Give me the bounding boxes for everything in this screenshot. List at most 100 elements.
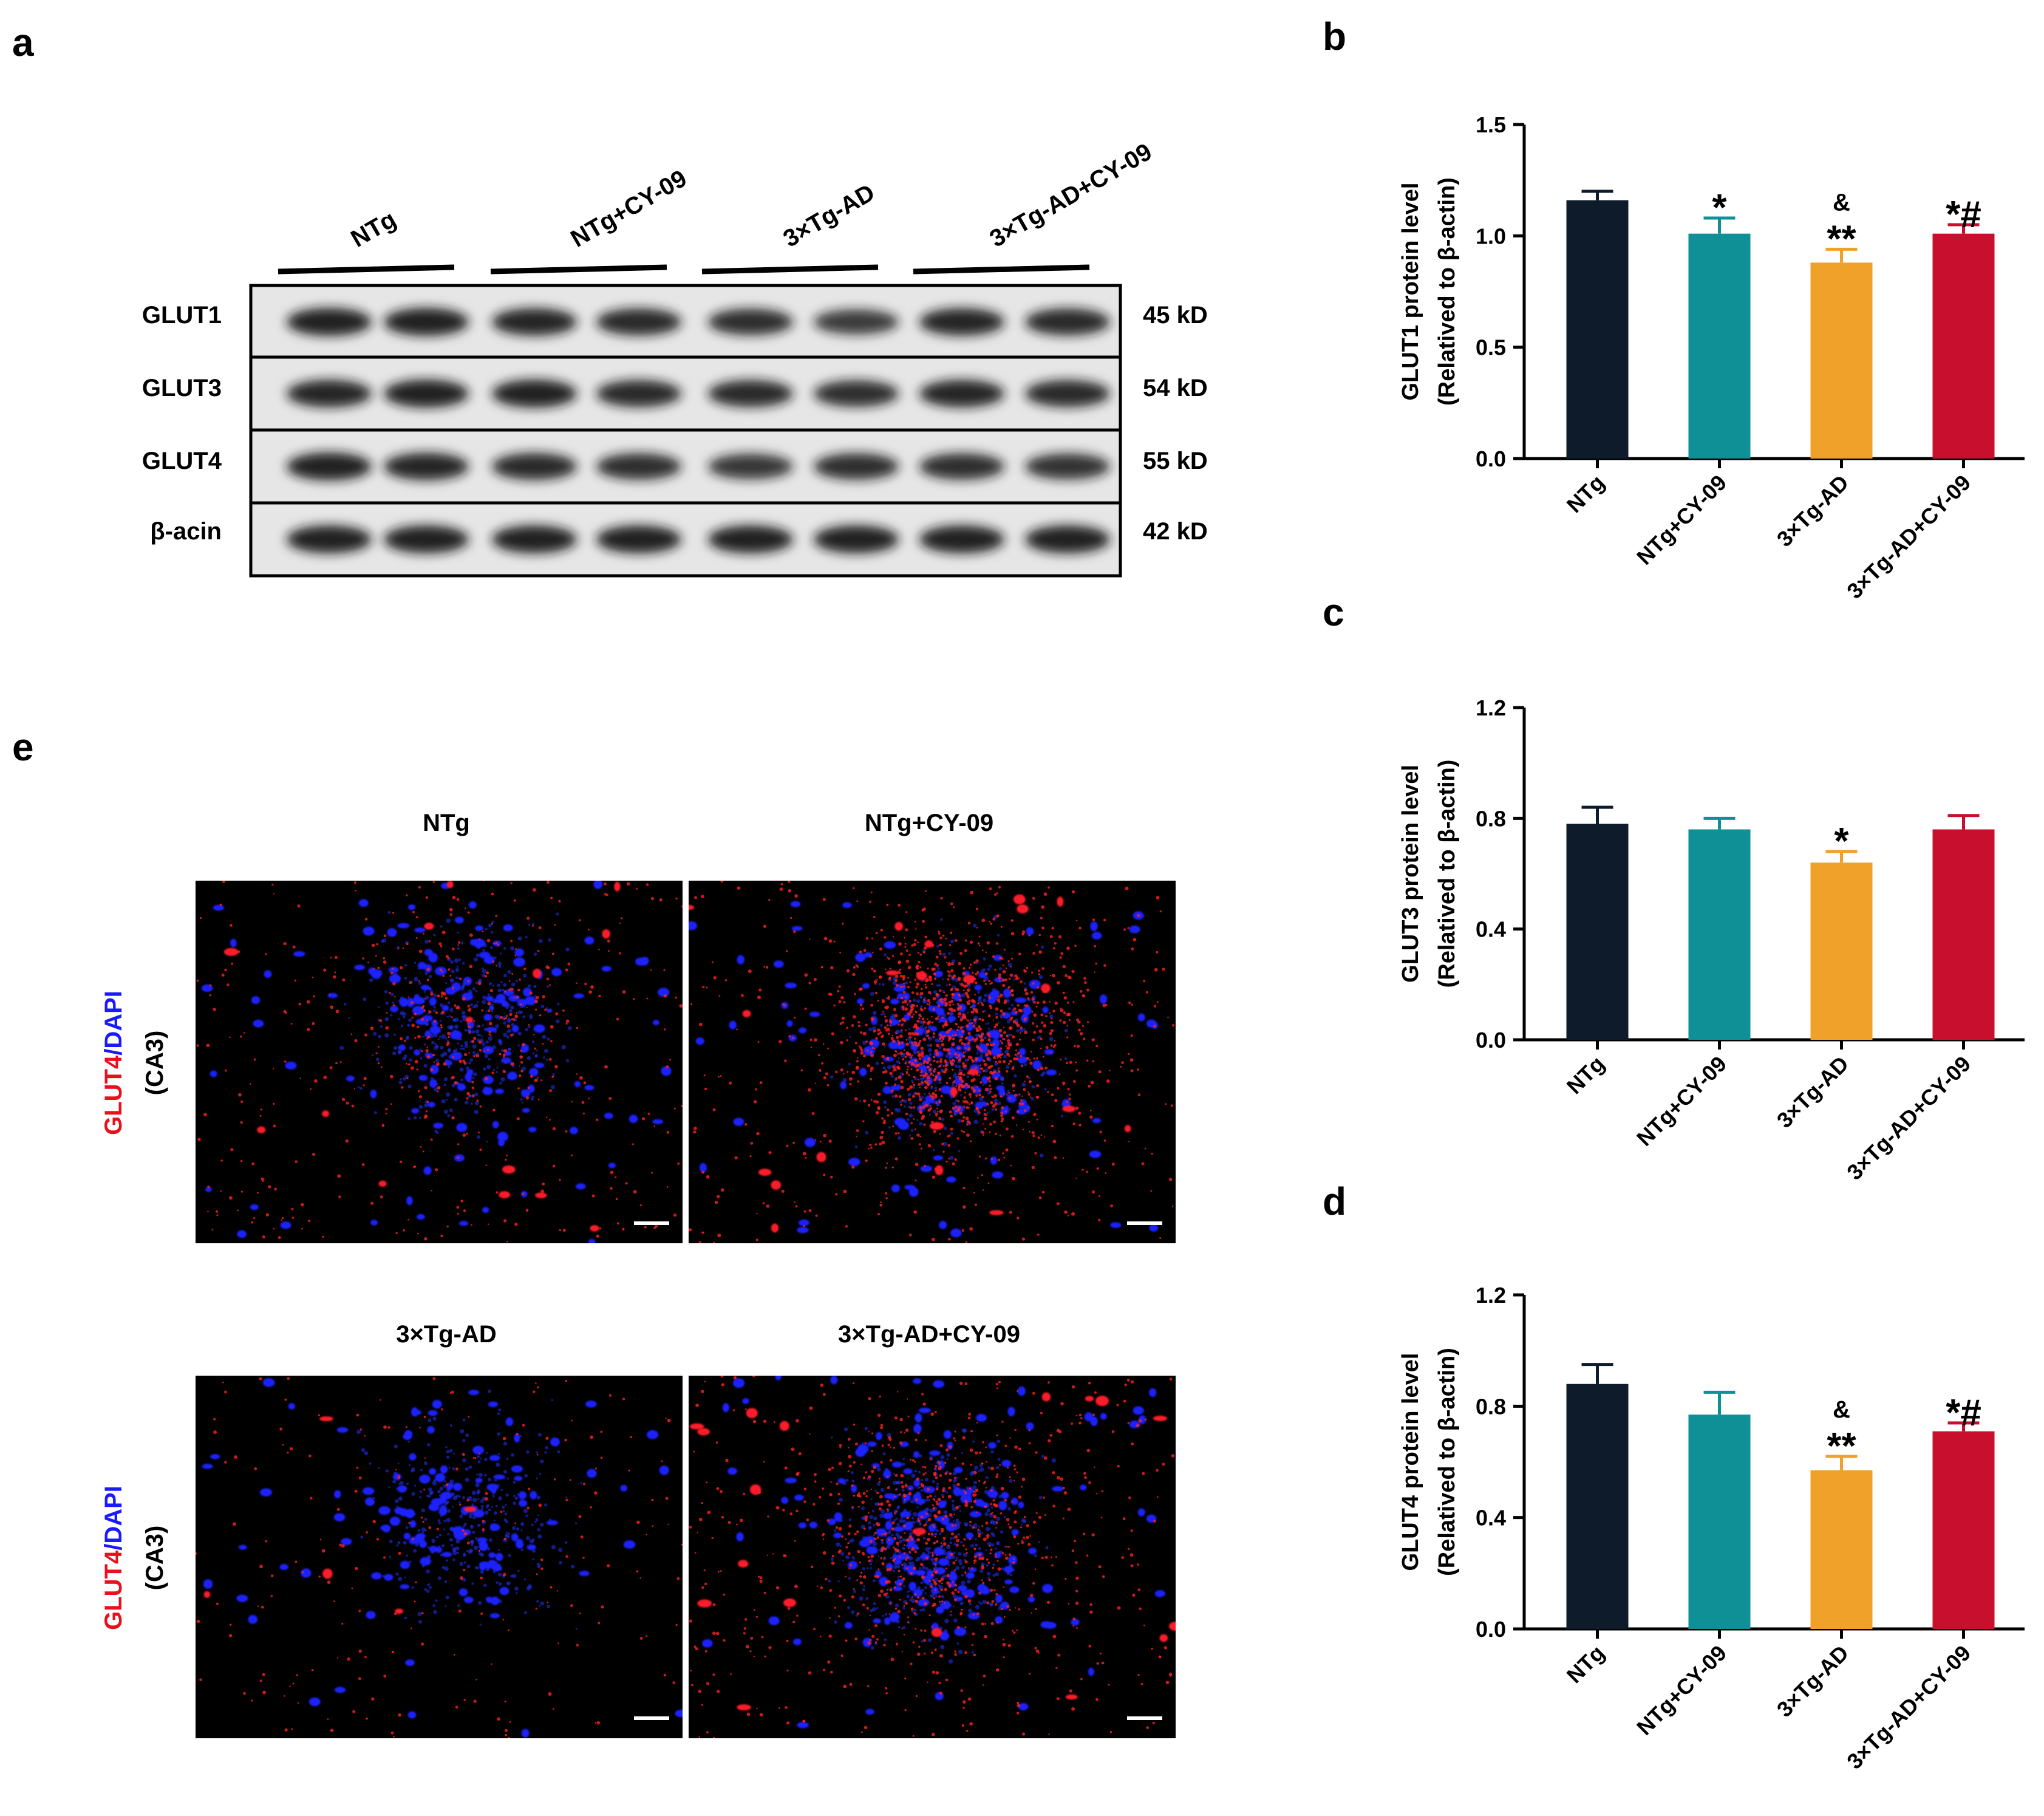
bar	[1688, 829, 1751, 1040]
panel-letter-b: b	[1323, 15, 1346, 58]
blot-row-label: GLUT1	[142, 302, 222, 329]
blot-band	[596, 525, 681, 553]
bar	[1932, 829, 1995, 1040]
significance-marker: *#	[1946, 1392, 1981, 1434]
bar	[1810, 262, 1873, 459]
x-tick-label: 3×Tg-AD	[1772, 470, 1853, 551]
blot-band	[287, 525, 372, 553]
blot-band	[384, 380, 469, 408]
x-tick-label: NTg	[1562, 1640, 1609, 1688]
group-underline	[913, 264, 1090, 275]
y-tick-label: 0.0	[1476, 1617, 1506, 1642]
blot-kd-label: 45 kD	[1143, 302, 1208, 329]
blot-kd-label: 54 kD	[1143, 375, 1208, 401]
significance-marker: *	[1712, 187, 1727, 229]
y-tick-label: 0.8	[1476, 1394, 1506, 1419]
blot-band	[596, 308, 681, 336]
blot-band	[596, 453, 681, 480]
micrograph	[689, 881, 1176, 1243]
blot-strip	[249, 355, 1122, 432]
bar	[1688, 1415, 1751, 1629]
y-axis-label: (Relatived to β-actin)	[1434, 760, 1460, 988]
micrograph	[196, 1376, 683, 1738]
blot-strip	[249, 501, 1122, 578]
blot-band	[492, 525, 577, 553]
blot-band	[287, 308, 372, 336]
y-tick-label: 0.4	[1476, 917, 1506, 942]
blot-band	[384, 452, 469, 480]
blot-band	[384, 308, 469, 336]
significance-marker: &	[1833, 1396, 1850, 1423]
blot-band	[708, 454, 793, 479]
y-tick-label: 1.2	[1476, 1283, 1506, 1308]
blot-band	[1025, 525, 1110, 553]
blot-group-label: NTg	[347, 206, 401, 253]
x-tick-label: NTg	[1562, 1051, 1609, 1099]
blot-band	[1025, 453, 1110, 480]
blot-band	[708, 525, 793, 553]
blot-strip	[249, 284, 1122, 360]
micrograph-title: 3×Tg-AD	[396, 1321, 497, 1348]
y-axis-label: (Relatived to β-actin)	[1434, 1348, 1460, 1576]
micrograph	[196, 881, 683, 1243]
blot-band	[814, 380, 899, 407]
stain-label: GLUT4/DAPI	[100, 991, 127, 1135]
region-label: (CA3)	[141, 1031, 168, 1096]
micrograph-title: NTg	[423, 810, 470, 836]
panel-letter-e: e	[12, 725, 34, 769]
blot-row-label: β-acin	[150, 518, 222, 545]
blot-band	[287, 380, 372, 408]
panel-e: e NTg NTg+CY-09 3×Tg-AD 3×Tg-AD+CY-09 GL…	[12, 725, 1176, 1738]
blot-band	[919, 308, 1004, 336]
panel-letter-c: c	[1323, 590, 1344, 634]
y-tick-label: 1.2	[1476, 695, 1506, 720]
panel-a: a NTg NTg+CY-09 3×Tg-AD 3×Tg-AD+CY-09 GL…	[12, 21, 1208, 578]
chart-b: 0.0 0.5 1.0 1.5 GLUT1 protein level (Relative…	[1398, 112, 2025, 604]
blot-band	[492, 452, 577, 480]
y-tick-label: 1.5	[1476, 112, 1506, 137]
stain-label: GLUT4/DAPI	[100, 1486, 127, 1630]
significance-marker: *#	[1946, 194, 1981, 236]
bar	[1932, 233, 1995, 459]
region-label: (CA3)	[141, 1526, 168, 1591]
blot-band	[596, 380, 681, 408]
panel-d: d 0.0 0.4 0.8 1.2 GLUT4 protein level (Relati…	[1323, 1179, 2025, 1774]
chart-d: 0.0 0.4 0.8 1.2 GLUT4 protein level (Relative…	[1398, 1283, 2025, 1774]
x-tick-label: 3×Tg-AD+CY-09	[1842, 470, 1975, 604]
x-tick-label: 3×Tg-AD+CY-09	[1842, 1051, 1975, 1185]
y-tick-label: 0.5	[1476, 335, 1506, 360]
blot-band	[919, 525, 1004, 553]
panel-letter-a: a	[12, 21, 34, 64]
blot-row-label: GLUT4	[142, 448, 222, 474]
blot-group-label: NTg+CY-09	[567, 165, 692, 253]
y-tick-label: 0.4	[1476, 1506, 1506, 1531]
blot-band	[919, 453, 1004, 480]
blot-band	[814, 453, 899, 480]
group-underline	[701, 264, 879, 275]
blot-band	[708, 380, 793, 408]
blot-band	[1025, 308, 1110, 336]
x-tick-label: NTg+CY-09	[1632, 1051, 1731, 1151]
blot-band	[1025, 380, 1110, 408]
y-tick-label: 0.0	[1476, 446, 1506, 471]
y-tick-label: 1.0	[1476, 224, 1506, 248]
significance-marker: *	[1834, 821, 1849, 862]
x-tick-label: NTg+CY-09	[1632, 470, 1731, 570]
y-axis-label: GLUT4 protein level	[1398, 1353, 1423, 1571]
blot-band	[492, 380, 577, 408]
micrographs	[196, 881, 1176, 1738]
x-tick-label: NTg+CY-09	[1632, 1640, 1731, 1740]
x-tick-label: NTg	[1562, 470, 1609, 517]
bar	[1810, 1470, 1873, 1629]
x-tick-label: 3×Tg-AD	[1772, 1640, 1853, 1722]
panel-c: c 0.0 0.4 0.8 1.2 GLUT3 protein level (Relati…	[1323, 590, 2025, 1185]
micrograph	[689, 1376, 1176, 1738]
blot-row-label: GLUT3	[142, 375, 222, 401]
bar	[1688, 233, 1751, 459]
blot-band	[287, 452, 372, 480]
y-tick-label: 0.8	[1476, 806, 1506, 831]
group-underline	[278, 264, 455, 275]
blot-kd-label: 42 kD	[1143, 518, 1208, 545]
blot-strip	[249, 428, 1122, 505]
significance-marker: &	[1833, 189, 1850, 216]
